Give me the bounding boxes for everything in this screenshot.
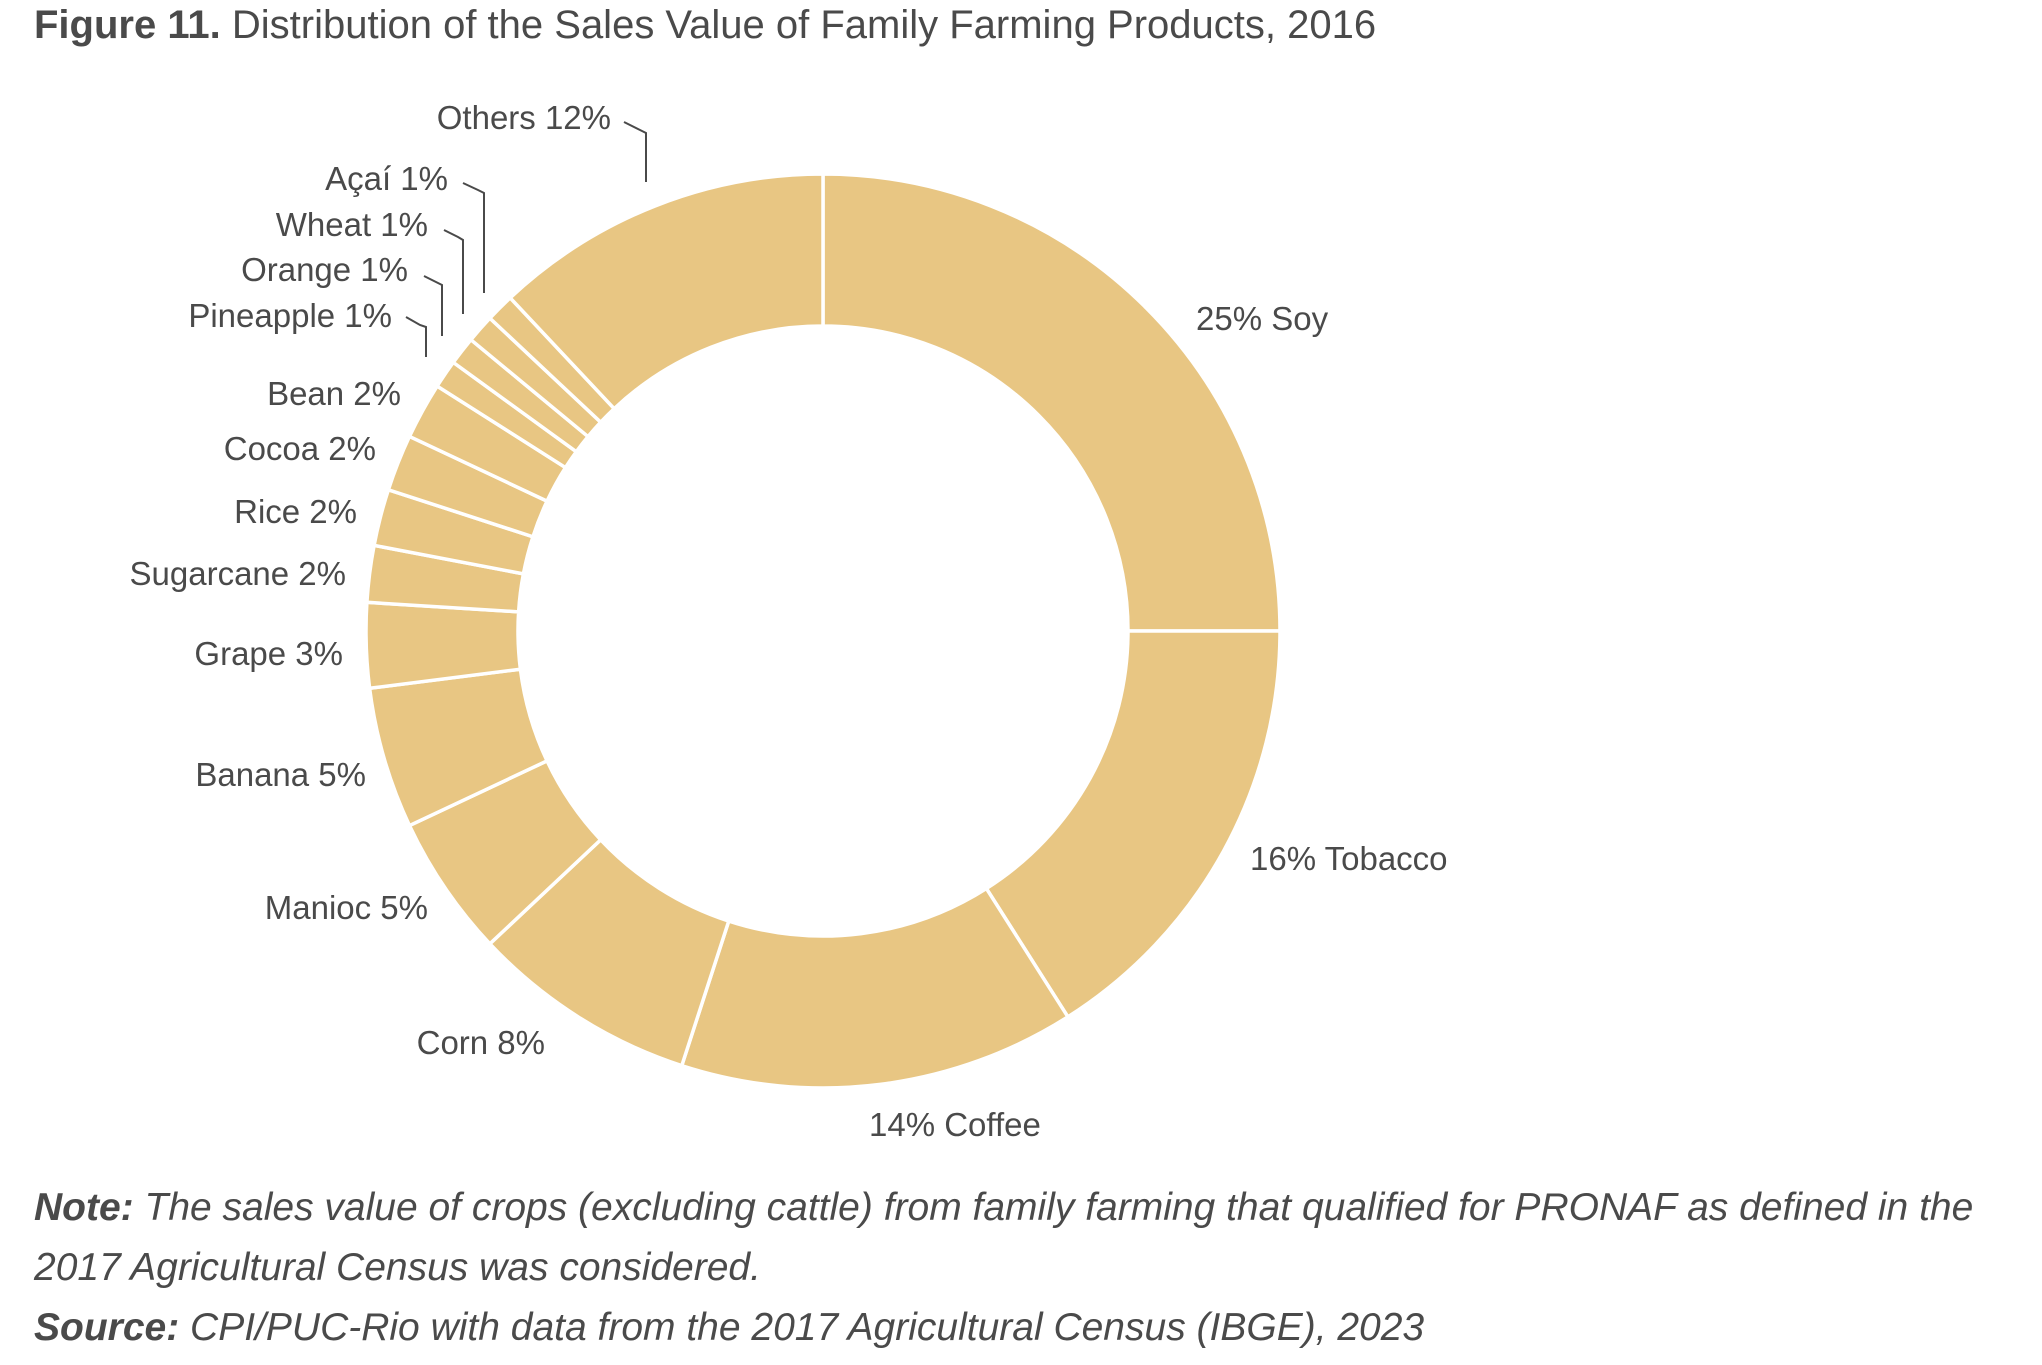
label-others: Others 12% xyxy=(437,99,611,136)
label-coffee: 14% Coffee xyxy=(869,1106,1041,1143)
figure-notes: Note: The sales value of crops (excludin… xyxy=(34,1178,2034,1358)
label-pineapple: Pineapple 1% xyxy=(188,297,392,334)
leader-orange xyxy=(423,275,443,336)
label-sugarcane: Sugarcane 2% xyxy=(130,555,346,592)
leader-others xyxy=(623,121,647,182)
label-manioc: Manioc 5% xyxy=(265,889,428,926)
leader-wheat xyxy=(443,229,464,314)
donut-chart: 25% Soy 16% Tobacco 14% Coffee Corn 8% Manio… xyxy=(130,99,1448,1143)
label-corn: Corn 8% xyxy=(417,1024,545,1061)
note-paragraph: Note: The sales value of crops (excludin… xyxy=(34,1178,2034,1298)
label-acai: Açaí 1% xyxy=(325,160,448,197)
figure-number: Figure 11. xyxy=(34,3,221,47)
source-label: Source: xyxy=(34,1306,180,1349)
slice-others xyxy=(507,172,825,412)
label-rice: Rice 2% xyxy=(234,493,357,530)
label-grape: Grape 3% xyxy=(194,635,343,672)
leader-acai xyxy=(462,182,485,293)
label-banana: Banana 5% xyxy=(195,756,366,793)
label-cocoa: Cocoa 2% xyxy=(224,430,376,467)
slice-labels: 25% Soy 16% Tobacco 14% Coffee Corn 8% Manio… xyxy=(130,99,1448,1143)
donut-slices xyxy=(364,172,1282,1090)
label-leader-lines xyxy=(405,121,647,357)
label-tobacco: 16% Tobacco xyxy=(1250,840,1448,877)
label-bean: Bean 2% xyxy=(267,375,401,412)
leader-pineapple xyxy=(405,316,427,357)
label-orange: Orange 1% xyxy=(241,251,408,288)
note-label: Note: xyxy=(34,1186,134,1229)
slice-soy xyxy=(821,172,1282,633)
figure-title: Figure 11. Distribution of the Sales Val… xyxy=(34,0,1376,50)
note-text: The sales value of crops (excluding catt… xyxy=(34,1186,1974,1289)
label-wheat: Wheat 1% xyxy=(276,206,428,243)
figure-title-text: Distribution of the Sales Value of Famil… xyxy=(231,3,1377,47)
source-paragraph: Source: CPI/PUC-Rio with data from the 2… xyxy=(34,1298,2034,1358)
label-soy: 25% Soy xyxy=(1196,300,1329,337)
source-text: CPI/PUC-Rio with data from the 2017 Agri… xyxy=(190,1306,1425,1349)
